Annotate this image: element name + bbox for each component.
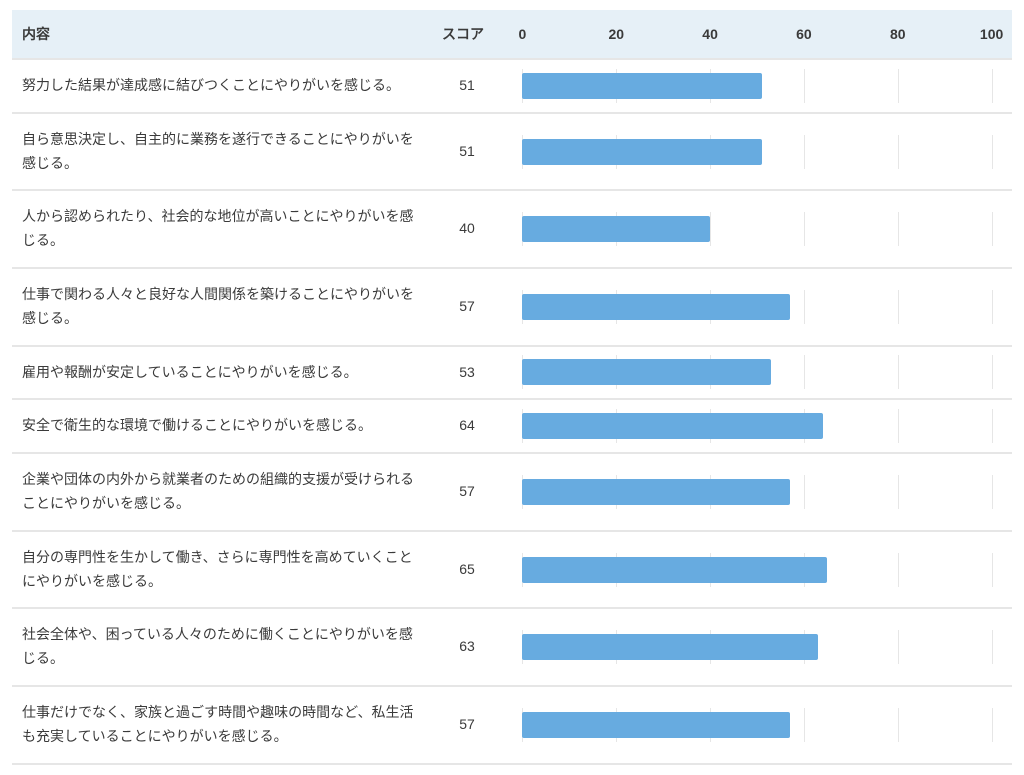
content-cell: 自分の専門性を生かして働き、さらに専門性を高めていくことにやりがいを感じる。: [12, 531, 432, 609]
chart-gridline: [804, 290, 805, 324]
score-bar: [522, 73, 761, 99]
score-table: 内容 スコア 0 20 40 60 80 100 努力した結果が達成感に結びつくことにやり…: [12, 10, 1012, 765]
chart-gridline: [992, 355, 993, 389]
chart-gridline: [898, 135, 899, 169]
score-bar: [522, 712, 789, 738]
table-row: 仕事で関わる人々と良好な人間関係を築けることにやりがいを感じる。57: [12, 268, 1012, 346]
table-header-row: 内容 スコア 0 20 40 60 80 100: [12, 10, 1012, 59]
axis-tick: 80: [890, 26, 906, 42]
score-bar: [522, 634, 818, 660]
chart-gridline: [992, 475, 993, 509]
chart-gridline: [804, 135, 805, 169]
score-cell: 40: [432, 190, 502, 268]
table-row: 人から認められたり、社会的な地位が高いことにやりがいを感じる。40: [12, 190, 1012, 268]
chart-gridline: [804, 355, 805, 389]
chart-gridline: [992, 290, 993, 324]
chart-gridline: [898, 355, 899, 389]
score-cell: 57: [432, 453, 502, 531]
axis-tick: 20: [608, 26, 624, 42]
chart-cell: [502, 399, 1012, 453]
chart-gridline: [898, 630, 899, 664]
content-cell: 雇用や報酬が安定していることにやりがいを感じる。: [12, 346, 432, 400]
chart-gridline: [898, 69, 899, 103]
score-cell: 53: [432, 346, 502, 400]
col-header-content: 内容: [12, 10, 432, 59]
content-cell: 安全で衛生的な環境で働けることにやりがいを感じる。: [12, 399, 432, 453]
chart-gridline: [898, 212, 899, 246]
chart-cell: [502, 608, 1012, 686]
table-row: 努力した結果が達成感に結びつくことにやりがいを感じる。51: [12, 59, 1012, 113]
table-row: 安全で衛生的な環境で働けることにやりがいを感じる。64: [12, 399, 1012, 453]
axis-tick: 40: [702, 26, 718, 42]
score-bar: [522, 139, 761, 165]
score-cell: 64: [432, 399, 502, 453]
score-bar: [522, 216, 710, 242]
col-header-chart-axis: 0 20 40 60 80 100: [502, 10, 1012, 59]
chart-gridline: [992, 630, 993, 664]
score-cell: 57: [432, 268, 502, 346]
chart-cell: [502, 59, 1012, 113]
axis-tick: 100: [980, 26, 1003, 42]
score-cell: 51: [432, 113, 502, 191]
content-cell: 企業や団体の内外から就業者のための組織的支援が受けられることにやりがいを感じる。: [12, 453, 432, 531]
chart-gridline: [992, 708, 993, 742]
chart-gridline: [898, 475, 899, 509]
chart-cell: [502, 453, 1012, 531]
table-row: 雇用や報酬が安定していることにやりがいを感じる。53: [12, 346, 1012, 400]
table-row: 仕事だけでなく、家族と過ごす時間や趣味の時間など、私生活も充実していることにやり…: [12, 686, 1012, 764]
content-cell: 仕事だけでなく、家族と過ごす時間や趣味の時間など、私生活も充実していることにやり…: [12, 686, 432, 764]
score-bar: [522, 413, 822, 439]
score-cell: 57: [432, 686, 502, 764]
score-bar: [522, 294, 789, 320]
score-bar: [522, 557, 827, 583]
chart-gridline: [804, 475, 805, 509]
table-row: 社会全体や、困っている人々のために働くことにやりがいを感じる。63: [12, 608, 1012, 686]
chart-gridline: [992, 409, 993, 443]
axis-tick: 60: [796, 26, 812, 42]
chart-gridline: [898, 409, 899, 443]
table-row: 自ら意思決定し、自主的に業務を遂行できることにやりがいを感じる。51: [12, 113, 1012, 191]
chart-cell: [502, 113, 1012, 191]
chart-gridline: [992, 135, 993, 169]
score-bar: [522, 359, 771, 385]
chart-gridline: [804, 69, 805, 103]
chart-gridline: [898, 708, 899, 742]
content-cell: 自ら意思決定し、自主的に業務を遂行できることにやりがいを感じる。: [12, 113, 432, 191]
chart-gridline: [710, 212, 711, 246]
chart-axis: 0 20 40 60 80 100: [502, 12, 1012, 56]
chart-cell: [502, 346, 1012, 400]
chart-gridline: [898, 290, 899, 324]
content-cell: 努力した結果が達成感に結びつくことにやりがいを感じる。: [12, 59, 432, 113]
score-cell: 63: [432, 608, 502, 686]
content-cell: 社会全体や、困っている人々のために働くことにやりがいを感じる。: [12, 608, 432, 686]
table-row: 企業や団体の内外から就業者のための組織的支援が受けられることにやりがいを感じる。…: [12, 453, 1012, 531]
content-cell: 人から認められたり、社会的な地位が高いことにやりがいを感じる。: [12, 190, 432, 268]
chart-gridline: [898, 553, 899, 587]
chart-gridline: [992, 553, 993, 587]
chart-gridline: [992, 212, 993, 246]
table-body: 努力した結果が達成感に結びつくことにやりがいを感じる。51自ら意思決定し、自主的…: [12, 59, 1012, 764]
axis-tick: 0: [518, 26, 526, 42]
score-cell: 65: [432, 531, 502, 609]
score-bar: [522, 479, 789, 505]
chart-gridline: [804, 708, 805, 742]
chart-cell: [502, 190, 1012, 268]
chart-cell: [502, 531, 1012, 609]
content-cell: 仕事で関わる人々と良好な人間関係を築けることにやりがいを感じる。: [12, 268, 432, 346]
table-row: 自分の専門性を生かして働き、さらに専門性を高めていくことにやりがいを感じる。65: [12, 531, 1012, 609]
chart-cell: [502, 686, 1012, 764]
col-header-score: スコア: [432, 10, 502, 59]
chart-gridline: [804, 212, 805, 246]
score-cell: 51: [432, 59, 502, 113]
chart-gridline: [992, 69, 993, 103]
chart-cell: [502, 268, 1012, 346]
